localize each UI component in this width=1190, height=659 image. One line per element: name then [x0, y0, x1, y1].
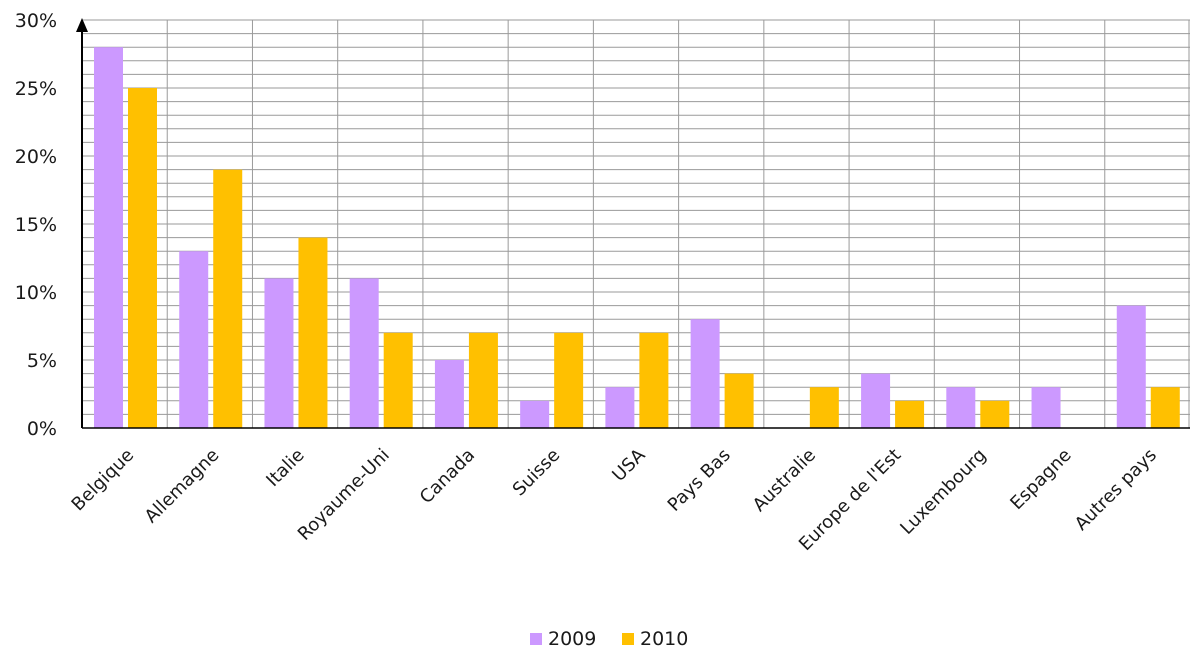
bar-2010-suisse — [554, 332, 584, 428]
legend-label-2009: 2009 — [548, 628, 596, 650]
bar-2010-europe-de-l-est — [895, 400, 925, 428]
y-tick-label: 15% — [15, 214, 57, 236]
bar-2009-pays-bas — [690, 319, 720, 428]
x-tick-label: Luxembourg — [896, 445, 990, 539]
axes — [76, 18, 1190, 429]
x-tick-label: Australie — [749, 445, 820, 516]
bar-2009-allemagne — [179, 251, 209, 428]
grid-lines — [82, 19, 1190, 428]
bar-2010-allemagne — [213, 169, 243, 428]
y-tick-label: 20% — [15, 146, 57, 168]
bar-2009-canada — [434, 360, 464, 428]
legend-swatch-2009 — [530, 633, 542, 645]
bar-2010-autres-pays — [1150, 387, 1180, 428]
bar-2010-luxembourg — [980, 400, 1010, 428]
x-tick-label: Pays Bas — [664, 445, 735, 516]
legend-swatch-2010 — [622, 633, 634, 645]
x-tick-label: Suisse — [509, 445, 565, 501]
bar-2010-canada — [468, 332, 498, 428]
y-tick-label: 30% — [15, 10, 57, 32]
bar-2009-luxembourg — [946, 387, 976, 428]
bar-2010-italie — [298, 237, 328, 428]
x-tick-label: Allemagne — [141, 445, 224, 528]
x-tick-label: Autres pays — [1071, 445, 1161, 535]
y-tick-label: 5% — [27, 350, 57, 372]
y-axis-ticks: 0% 5% 10% 15% 20% 25% 30% — [15, 10, 57, 440]
bar-2009-europe-de-l-est — [861, 373, 891, 428]
bar-2009-autres-pays — [1116, 305, 1146, 428]
bar-2010-pays-bas — [724, 373, 754, 428]
bar-2010-royaume-uni — [383, 332, 413, 428]
x-tick-label: USA — [608, 444, 650, 486]
y-tick-label: 25% — [15, 78, 57, 100]
legend-label-2010: 2010 — [640, 628, 688, 650]
x-tick-label: Italie — [262, 445, 308, 491]
legend: 2009 2010 — [530, 628, 688, 650]
x-tick-label: Espagne — [1006, 445, 1075, 514]
x-tick-label: Canada — [416, 445, 479, 508]
bar-2010-australie — [809, 387, 839, 428]
y-axis-arrow-icon — [76, 18, 88, 32]
x-tick-label: Royaume-Uni — [294, 445, 394, 545]
bar-2009-italie — [264, 278, 294, 428]
bar-2010-usa — [639, 332, 669, 428]
bar-2009-royaume-uni — [349, 278, 379, 428]
bar-2009-espagne — [1031, 387, 1061, 428]
bar-2009-belgique — [94, 47, 123, 428]
y-tick-label: 0% — [27, 418, 57, 440]
bar-2010-belgique — [128, 88, 157, 428]
bar-2009-usa — [605, 387, 635, 428]
y-tick-label: 10% — [15, 282, 57, 304]
bar-2009-suisse — [520, 400, 550, 428]
bars — [94, 47, 1180, 428]
x-tick-label: Belgique — [68, 445, 139, 516]
